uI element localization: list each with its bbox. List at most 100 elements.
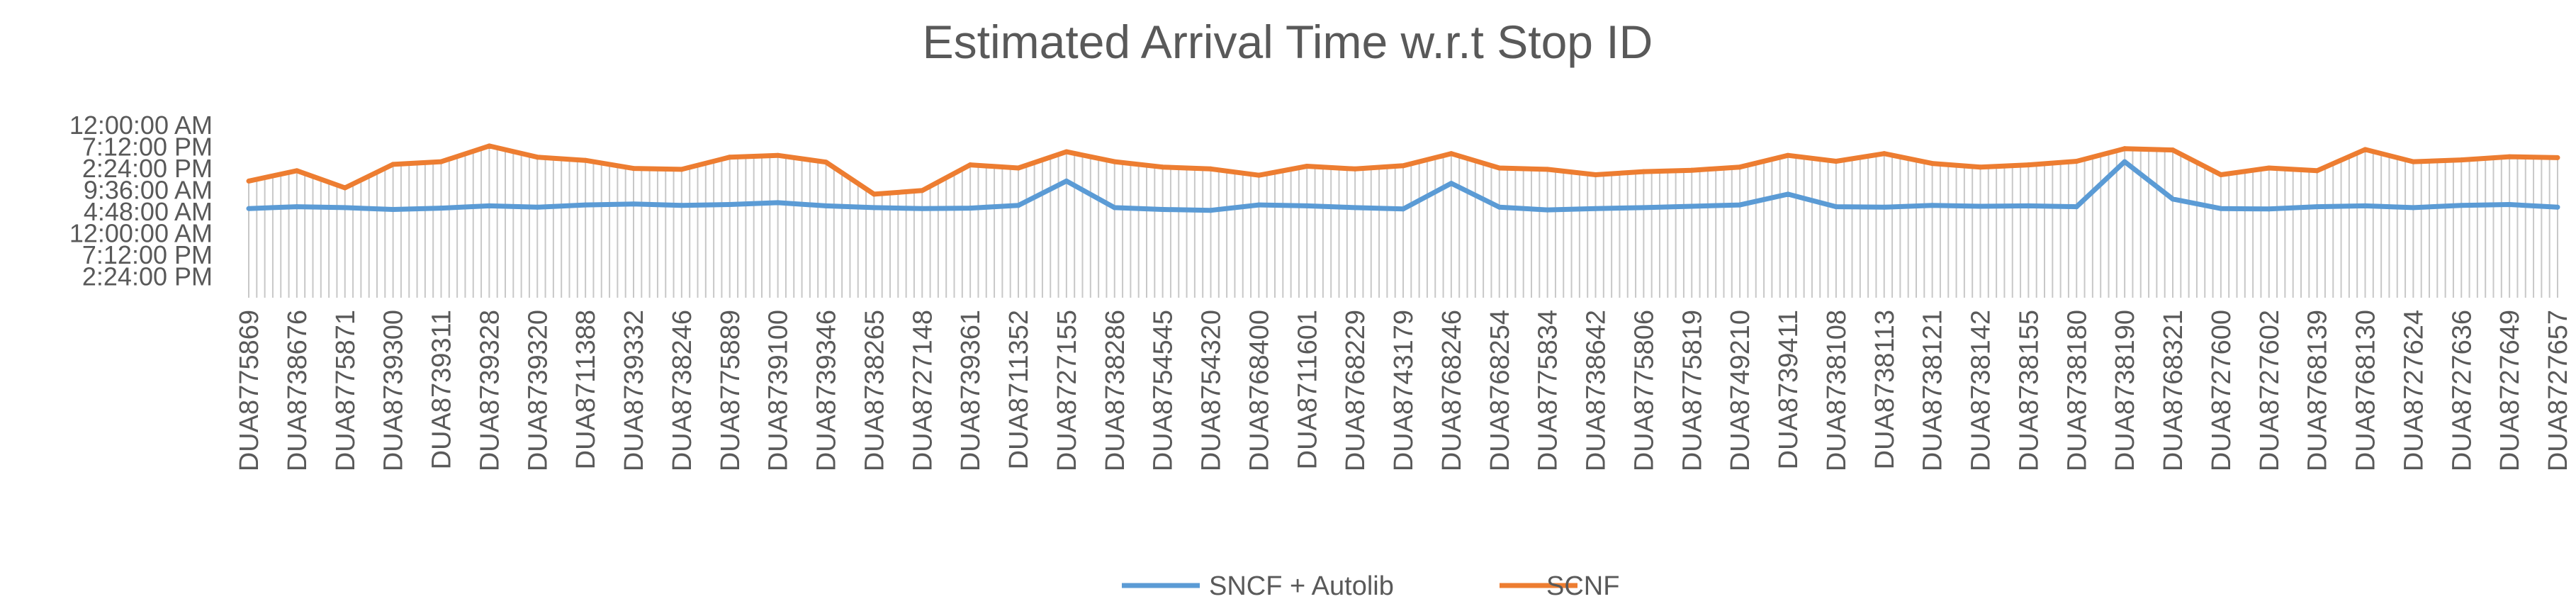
data-point <box>1400 206 1406 212</box>
data-point <box>1304 203 1310 208</box>
x-tick-label: DUA8738142 <box>1967 310 1996 471</box>
data-point <box>2458 203 2464 208</box>
data-point <box>1449 151 1454 157</box>
x-tick-label: DUA8727649 <box>2495 310 2525 471</box>
x-tick-label: DUA8749210 <box>1726 310 1755 471</box>
x-tick-label: DUA8739311 <box>427 310 457 469</box>
x-tick-label: DUA8727155 <box>1052 310 1082 471</box>
x-tick-label: DUA8768321 <box>2159 310 2188 471</box>
x-tick-label: DUA8738113 <box>1870 310 1900 469</box>
x-tick-label: DUA8775806 <box>1629 310 1659 471</box>
data-point <box>1064 178 1069 184</box>
x-tick-label: DUA8739100 <box>764 310 794 471</box>
y-tick-label: 12:00:00 AM <box>69 111 213 140</box>
data-point <box>919 206 925 211</box>
x-tick-label: DUA8727636 <box>2447 310 2477 471</box>
data-point <box>2025 162 2031 168</box>
x-axis-ticks: DUA8775869 DUA8738676 DUA8775871 DUA8739300… <box>235 310 2573 471</box>
data-point <box>2218 206 2224 211</box>
data-point <box>1352 205 1358 211</box>
x-tick-label: DUA8711388 <box>571 310 601 469</box>
x-tick-label: DUA8738246 <box>668 310 697 471</box>
data-point <box>823 203 828 208</box>
data-point <box>967 162 973 168</box>
data-point <box>1016 165 1021 171</box>
data-point <box>390 162 396 167</box>
data-point <box>2315 204 2320 210</box>
data-point <box>1833 204 1839 210</box>
data-point <box>583 202 588 208</box>
data-point <box>1641 169 1646 174</box>
x-tick-label: DUA8739361 <box>956 310 986 471</box>
data-point <box>1497 204 1502 210</box>
x-tick-label: DUA8738265 <box>860 310 889 471</box>
data-point <box>246 178 252 184</box>
data-point <box>2074 158 2079 164</box>
x-tick-label: DUA8727600 <box>2207 310 2237 471</box>
x-tick-label: DUA8768229 <box>1341 310 1371 471</box>
data-point <box>1497 165 1502 171</box>
x-tick-label: DUA8727657 <box>2543 310 2573 471</box>
x-tick-label: DUA8727624 <box>2399 310 2429 471</box>
data-point <box>1785 152 1791 158</box>
data-point <box>1112 159 1118 164</box>
data-point <box>1882 151 1887 157</box>
y-tick-label: 4:48:00 AM <box>84 197 213 226</box>
data-point <box>2507 201 2512 207</box>
x-tick-label: DUA8739346 <box>812 310 842 471</box>
data-point <box>2458 157 2464 163</box>
x-tick-label: DUA8775889 <box>716 310 746 471</box>
x-tick-label: DUA8738642 <box>1582 310 1612 471</box>
data-point <box>871 191 877 197</box>
data-point <box>1593 206 1598 211</box>
data-point <box>2410 159 2416 164</box>
x-tick-label: DUA8768139 <box>2303 310 2333 471</box>
data-point <box>1352 166 1358 172</box>
data-point <box>1930 203 1935 208</box>
data-point <box>439 206 444 211</box>
data-point <box>1256 172 1261 178</box>
x-tick-label: DUA8711352 <box>1004 310 1034 469</box>
data-point <box>1256 202 1261 208</box>
data-point <box>679 203 685 208</box>
data-point <box>1593 172 1598 178</box>
data-point <box>2410 205 2416 211</box>
data-point <box>1882 204 1887 210</box>
data-point <box>727 155 733 160</box>
x-tick-label: DUA8738180 <box>2062 310 2092 471</box>
data-point <box>1737 164 1743 170</box>
x-tick-label: DUA8739320 <box>523 310 553 471</box>
data-point <box>1545 207 1551 213</box>
x-tick-label: DUA8768246 <box>1437 310 1467 471</box>
y-tick-label: 7:12:00 PM <box>82 133 213 162</box>
data-point <box>1689 203 1694 209</box>
x-tick-label: DUA8775869 <box>235 310 264 471</box>
legend-label: SCNF <box>1546 571 1619 601</box>
data-point <box>534 155 540 160</box>
data-point <box>486 143 492 149</box>
x-tick-label: DUA8738155 <box>2014 310 2044 471</box>
data-point <box>486 203 492 208</box>
x-tick-label: DUA8727148 <box>908 310 938 471</box>
y-tick-label: 9:36:00 AM <box>84 176 213 205</box>
legend: SNCF + Autolib SCNF <box>1122 571 1619 601</box>
data-point <box>2266 165 2272 171</box>
data-point <box>775 200 781 206</box>
x-tick-label: DUA8738286 <box>1101 310 1130 471</box>
data-point <box>2315 168 2320 174</box>
y-tick-label: 7:12:00 PM <box>82 240 213 269</box>
x-tick-label: DUA8775834 <box>1534 310 1563 471</box>
data-point <box>2363 147 2368 152</box>
data-point <box>1930 161 1935 167</box>
x-tick-label: DUA8754320 <box>1197 310 1227 471</box>
x-tick-label: DUA8738676 <box>283 310 313 471</box>
data-point <box>2363 203 2368 208</box>
data-point <box>1064 149 1069 155</box>
data-point <box>246 206 252 211</box>
chart-title: Estimated Arrival Time w.r.t Stop ID <box>923 16 1653 68</box>
data-point <box>1449 181 1454 186</box>
data-point <box>1689 167 1694 173</box>
y-axis-ticks: 12:00:00 AM7:12:00 PM2:24:00 PM9:36:00 A… <box>69 111 213 291</box>
data-point <box>439 159 444 164</box>
data-point <box>919 188 925 194</box>
